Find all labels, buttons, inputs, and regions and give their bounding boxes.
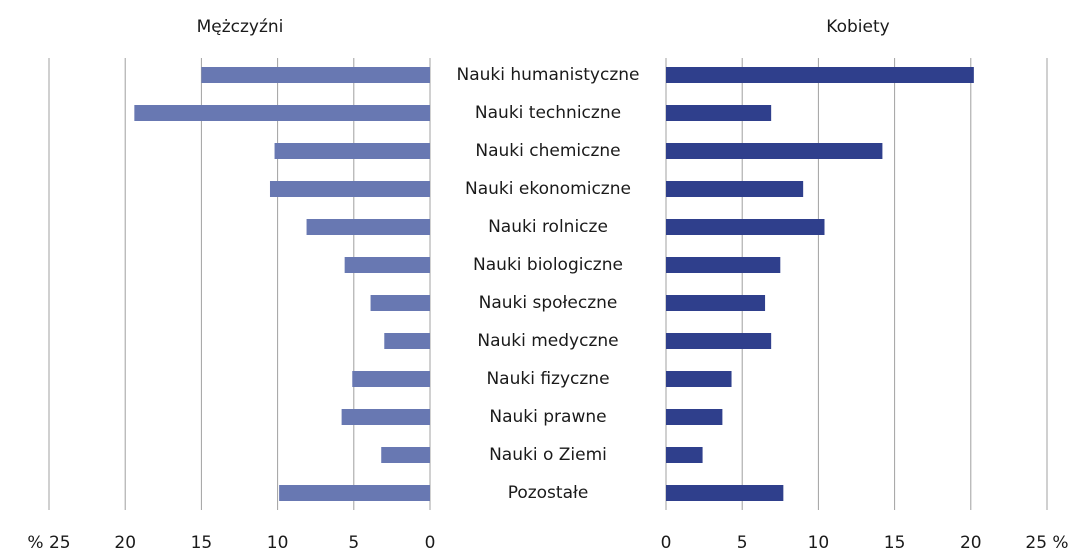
bar [201,67,430,83]
x-tick-label: 20 [114,533,136,551]
x-tick-label: 15 [884,533,906,551]
x-tick-label: 0 [425,533,436,551]
bar [666,257,781,273]
bar [269,181,430,197]
category-label: Nauki o Ziemi [489,445,607,465]
bar [666,447,703,463]
bar [352,371,430,387]
category-label: Pozostałe [508,483,589,503]
x-tick-label: 5 [348,533,359,551]
category-label: Nauki prawne [489,407,606,427]
category-label: Nauki rolnicze [488,217,608,237]
bar [381,447,430,463]
x-tick-label: 0 [661,533,672,551]
bar [274,143,430,159]
category-label: Nauki humanistyczne [457,65,640,85]
category-label: Nauki techniczne [475,103,621,123]
bar [666,485,784,501]
bar [666,409,723,425]
bar [666,295,766,311]
category-label: Nauki społeczne [479,293,618,313]
legend-label: Kobiety [826,17,889,37]
x-tick-label: 15 [191,533,213,551]
x-tick-label: 20 [960,533,982,551]
legend-label: Mężczyźni [197,17,284,37]
bar [341,409,430,425]
x-tick-label: 25 % [1025,533,1068,551]
x-tick-label: 5 [737,533,748,551]
bar [279,485,430,501]
category-label: Nauki chemiczne [475,141,620,161]
bar [344,257,430,273]
bar [666,181,804,197]
bar [666,67,974,83]
bar [370,295,430,311]
bar [666,371,732,387]
bar [666,105,772,121]
bar [306,219,430,235]
bar [666,143,883,159]
category-label: Nauki ekonomiczne [465,179,631,199]
bar [134,105,430,121]
category-label: Nauki biologiczne [473,255,623,275]
bar [666,333,772,349]
category-label: Nauki medyczne [477,331,618,351]
bar [384,333,430,349]
x-tick-label: 10 [808,533,830,551]
x-tick-label: % 25 [27,533,70,551]
category-label: Nauki fizyczne [486,369,609,389]
bar [666,219,825,235]
x-tick-label: 10 [267,533,289,551]
